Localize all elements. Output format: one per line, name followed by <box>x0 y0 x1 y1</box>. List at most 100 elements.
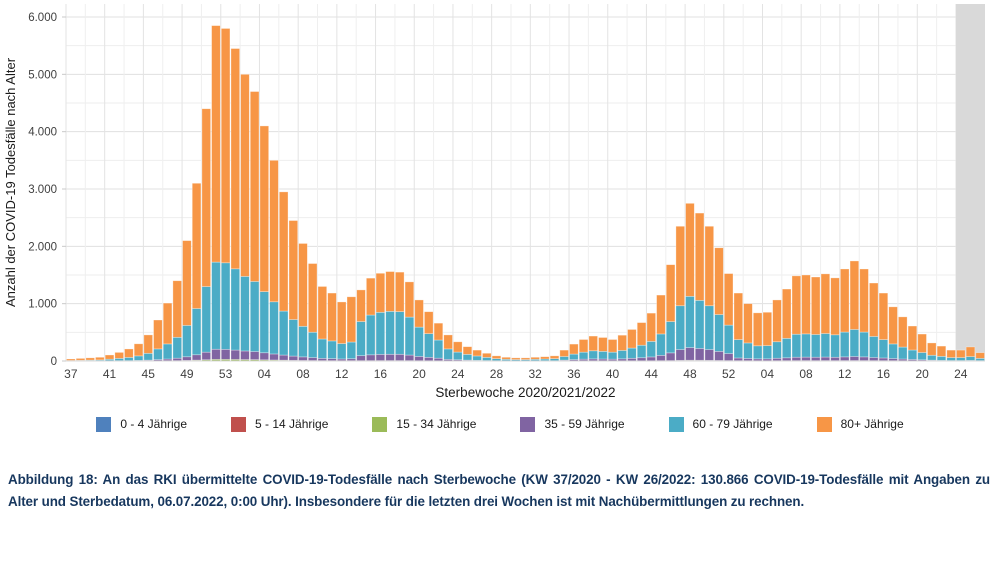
bar-segment <box>249 91 260 282</box>
x-tick-label: 32 <box>528 367 542 381</box>
bar-segment <box>656 294 666 335</box>
bar-segment <box>298 325 308 358</box>
x-tick-label: 28 <box>490 367 504 381</box>
bar-segment <box>656 355 666 362</box>
bar-segment <box>530 356 540 360</box>
legend-item: 80+ Jährige <box>816 416 904 432</box>
bar-segment <box>153 348 163 360</box>
figure-18: 0 1.000 2.000 3.000 4.000 5.000 6.000 37 41 45 49 5… <box>3 4 990 509</box>
bar-segment <box>830 356 840 361</box>
bar-segment <box>685 295 695 348</box>
covid-deaths-by-week-chart: 0 1.000 2.000 3.000 4.000 5.000 6.000 37 41 45 49 5… <box>3 4 985 432</box>
bar-segment <box>588 350 598 360</box>
bar-segment <box>414 299 424 328</box>
bar-segment <box>433 339 444 359</box>
x-tick-label: 12 <box>335 367 349 381</box>
bar-segment <box>791 356 802 361</box>
x-tick-label: 37 <box>64 367 78 381</box>
bar-segment <box>124 357 134 361</box>
bar-segment <box>424 356 434 362</box>
bar-segment <box>375 354 386 361</box>
bar-segment <box>878 292 889 340</box>
legend-label: 80+ Jährige <box>840 417 904 431</box>
bar-segment <box>636 357 647 362</box>
bar-segment <box>404 281 415 318</box>
bar-segment <box>723 324 734 354</box>
bars-group <box>66 25 985 362</box>
bar-segment <box>511 357 521 360</box>
bar-segment <box>704 305 715 350</box>
bar-segment <box>830 277 840 336</box>
recent-weeks-highlight-band <box>955 4 985 361</box>
bar-segment <box>162 343 173 360</box>
legend-swatch-icon <box>231 416 247 432</box>
bar-segment <box>830 334 840 358</box>
bar-segment <box>327 292 337 342</box>
y-tick-label: 6.000 <box>28 12 57 24</box>
bar-segment <box>869 336 879 358</box>
bar-segment <box>443 334 453 350</box>
bar-segment <box>849 260 860 330</box>
bar-segment <box>172 336 182 359</box>
bar-segment <box>366 314 376 356</box>
bar-segment <box>75 358 86 361</box>
x-tick-label: 20 <box>412 367 426 381</box>
bar-segment <box>278 191 289 312</box>
y-tick-label: 0 <box>51 356 57 368</box>
legend-swatch-icon <box>96 416 112 432</box>
bar-segment <box>840 331 850 358</box>
bar-segment <box>685 202 695 297</box>
bar-segment <box>801 333 811 358</box>
bar-segment <box>733 339 744 359</box>
bar-segment <box>220 262 231 350</box>
x-tick-label: 20 <box>915 367 929 381</box>
bar-segment <box>491 355 502 359</box>
bar-segment <box>385 271 395 312</box>
bar-segment <box>840 356 850 361</box>
x-tick-label: 49 <box>180 367 194 381</box>
bar-segment <box>752 312 763 347</box>
bar-segment <box>675 349 685 361</box>
bar-segment <box>162 302 173 345</box>
bar-segment <box>307 331 318 358</box>
bar-segment <box>936 356 947 361</box>
legend-item: 15 - 34 Jährige <box>372 416 477 432</box>
bar-segment <box>646 312 656 342</box>
legend-label: 15 - 34 Jährige <box>396 417 477 431</box>
bar-segment <box>927 342 937 356</box>
bar-segment <box>124 348 134 358</box>
bar-segment <box>288 220 299 320</box>
y-tick-label: 1.000 <box>28 299 57 311</box>
bar-segment <box>617 334 627 351</box>
bar-segment <box>482 357 492 361</box>
x-tick-label: 40 <box>606 367 620 381</box>
bar-segment <box>946 357 956 361</box>
bar-segment <box>869 357 879 361</box>
x-tick-label: 53 <box>219 367 233 381</box>
bar-segment <box>811 356 821 361</box>
bar-segment <box>85 357 95 361</box>
x-tick-label: 44 <box>645 367 659 381</box>
bar-segment <box>259 352 270 361</box>
bar-segment <box>733 292 744 340</box>
bar-segment <box>501 356 511 360</box>
bar-segment <box>249 281 260 352</box>
bar-segment <box>395 311 405 355</box>
bar-segment <box>607 351 618 360</box>
bar-segment <box>356 289 366 322</box>
bar-segment <box>414 326 424 357</box>
bar-segment <box>201 351 211 361</box>
bar-segment <box>143 352 153 361</box>
bar-segment <box>472 355 482 361</box>
bar-segment <box>346 296 357 343</box>
bar-segment <box>714 351 724 361</box>
bar-segment <box>656 333 666 356</box>
stacked-bar-chart-canvas: 0 1.000 2.000 3.000 4.000 5.000 6.000 37 41 45 49 5… <box>3 4 985 400</box>
legend-swatch-icon <box>668 416 684 432</box>
bar-segment <box>549 355 560 359</box>
x-tick-label: 36 <box>567 367 581 381</box>
bar-segment <box>298 243 308 327</box>
bar-segment <box>965 356 976 361</box>
bar-segment <box>443 348 453 360</box>
bar-segment <box>433 322 444 341</box>
